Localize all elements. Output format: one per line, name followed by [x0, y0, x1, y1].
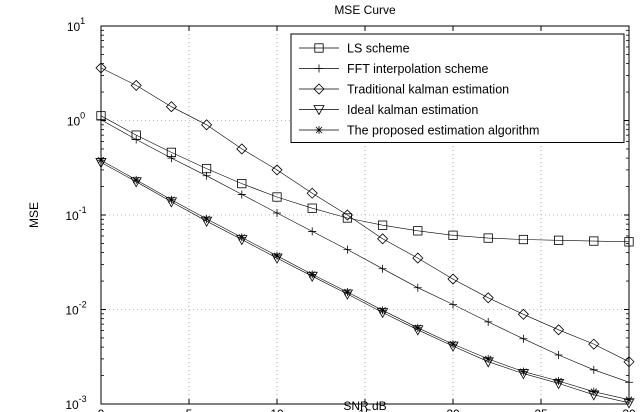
- data-point: [132, 135, 141, 144]
- series-line: [100, 162, 630, 404]
- data-point: [308, 270, 317, 279]
- data-point: [554, 235, 564, 245]
- data-point: [448, 230, 458, 240]
- data-point: [237, 233, 246, 242]
- data-point: [518, 234, 529, 245]
- data-point: [519, 367, 528, 376]
- data-point: [483, 233, 493, 243]
- legend: LS scheme FFT interpolation scheme Traditi…: [290, 33, 625, 143]
- series-line: [100, 159, 630, 400]
- data-point: [484, 354, 493, 363]
- data-point: [554, 351, 563, 359]
- data-point: [377, 220, 388, 230]
- data-point: [237, 190, 246, 199]
- y-tick-label: 10-2: [65, 300, 86, 318]
- data-point: [449, 300, 457, 309]
- data-point: [313, 83, 325, 95]
- legend-label: LS scheme: [347, 42, 410, 56]
- y-tick-label: 10-1: [65, 205, 86, 223]
- data-point: [519, 334, 528, 343]
- legend-item: Ideal kalman estimation: [299, 103, 478, 117]
- data-point: [315, 126, 323, 134]
- data-point: [167, 154, 176, 163]
- data-point: [447, 273, 459, 285]
- y-tick-label: 101: [67, 16, 85, 34]
- chart-title: MSE Curve: [334, 3, 396, 17]
- x-tick-label: 10: [270, 407, 284, 412]
- y-axis-label: MSE: [27, 202, 41, 228]
- data-point: [589, 365, 598, 374]
- data-point: [377, 233, 389, 245]
- series-2: [97, 115, 633, 387]
- data-point: [236, 143, 248, 155]
- data-point: [202, 214, 211, 223]
- data-point: [273, 251, 281, 260]
- x-axis-label: SNR dB: [343, 399, 386, 412]
- data-point: [165, 101, 177, 113]
- data-point: [588, 338, 600, 350]
- legend-item: Traditional kalman estimation: [299, 83, 509, 97]
- legend-label: FFT interpolation scheme: [347, 62, 489, 76]
- data-point: [306, 187, 318, 199]
- data-point: [201, 119, 213, 131]
- x-tick-label: 30: [622, 407, 636, 412]
- data-point: [378, 306, 387, 315]
- x-tick-label: 15: [358, 407, 372, 412]
- series-5: [97, 156, 633, 404]
- series-3: [95, 62, 635, 368]
- data-point: [313, 105, 325, 116]
- legend-item: LS scheme: [299, 42, 410, 56]
- data-point: [413, 226, 423, 236]
- data-point: [308, 227, 317, 236]
- x-tick-label: 5: [186, 407, 193, 412]
- data-point: [314, 43, 324, 53]
- series-layer: [95, 62, 635, 409]
- data-point: [315, 64, 323, 73]
- data-point: [554, 377, 563, 386]
- series-line: [100, 67, 630, 362]
- x-tick-label: 25: [534, 407, 548, 412]
- legend-item: The proposed estimation algorithm: [299, 124, 539, 138]
- legend-item: FFT interpolation scheme: [299, 62, 489, 76]
- x-tick-label: 0: [98, 407, 105, 412]
- data-point: [307, 203, 317, 213]
- series-line: [100, 115, 630, 243]
- y-tick-label: 100: [67, 111, 85, 129]
- data-point: [271, 164, 283, 176]
- data-point: [484, 317, 493, 326]
- data-point: [482, 292, 494, 304]
- data-point: [273, 208, 281, 217]
- data-point: [341, 209, 353, 221]
- legend-label: Ideal kalman estimation: [347, 103, 478, 117]
- data-point: [343, 245, 352, 254]
- data-point: [237, 178, 247, 189]
- data-point: [517, 308, 529, 320]
- data-point: [553, 324, 565, 336]
- x-tick-label: 20: [446, 407, 460, 412]
- data-point: [167, 195, 176, 204]
- legend-label: Traditional kalman estimation: [347, 83, 509, 97]
- data-point: [589, 387, 598, 396]
- data-point: [412, 252, 424, 264]
- data-point: [449, 340, 457, 349]
- y-tick-label: 10-3: [65, 394, 86, 412]
- data-point: [202, 171, 211, 180]
- data-point: [130, 79, 142, 91]
- legend-label: The proposed estimation algorithm: [347, 124, 539, 138]
- data-point: [378, 264, 387, 273]
- data-point: [413, 283, 422, 292]
- data-point: [343, 288, 352, 297]
- data-point: [272, 192, 282, 202]
- legend-box: [290, 33, 625, 143]
- axis-ticks: 0 5 10 15 20 25 30 10-3 10-2 10-1 100 101: [65, 16, 636, 412]
- data-point: [413, 323, 422, 332]
- data-point: [589, 236, 599, 246]
- series-line: [100, 119, 630, 383]
- data-point: [132, 175, 141, 184]
